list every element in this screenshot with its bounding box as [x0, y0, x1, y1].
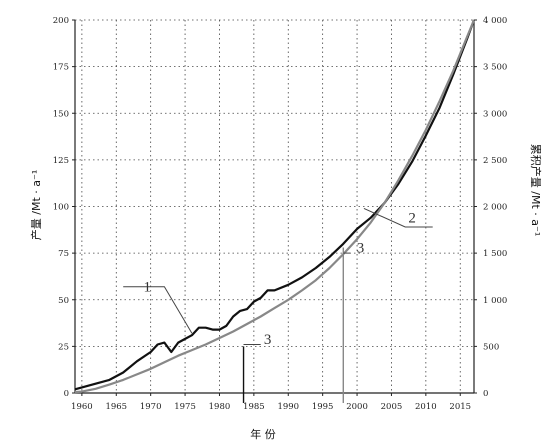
- y-tick-label-right: 4 000: [483, 16, 507, 26]
- annotation-leader: [363, 207, 433, 228]
- x-tick-label: 1980: [209, 402, 231, 412]
- y-axis-title-right: 累积产量 /Mt · a⁻¹: [529, 144, 543, 236]
- y-tick-label-right: 0: [483, 389, 488, 399]
- y-tick-labels-left: 0 25 50 75 100 125 150 175 200: [53, 16, 75, 399]
- y-tick-label-right: 1 000: [483, 296, 507, 306]
- y-tick-label-left: 100: [53, 203, 69, 213]
- x-tick-label: 1995: [312, 402, 334, 412]
- x-tick-label: 1975: [174, 402, 196, 412]
- y-tick-label-right: 2 000: [483, 203, 507, 213]
- y-tick-label-right: 500: [483, 342, 499, 352]
- x-axis-title: 年 份: [250, 427, 276, 441]
- y-tick-label-left: 175: [53, 63, 69, 73]
- annotation-label: 3: [357, 241, 365, 257]
- x-tick-label: 2015: [449, 402, 471, 412]
- y-tick-label-left: 50: [58, 296, 69, 306]
- x-tick-label: 2005: [381, 402, 403, 412]
- x-tick-label: 1960: [71, 402, 93, 412]
- y-tick-label-right: 2 500: [483, 156, 507, 166]
- y-tick-label-left: 0: [64, 389, 69, 399]
- annotation-label: 2: [408, 211, 416, 227]
- annotations: 1 2 3 3: [123, 207, 433, 348]
- x-tick-label: 1990: [277, 402, 299, 412]
- y-tick-label-left: 200: [53, 16, 69, 26]
- x-tick-label: 2000: [346, 402, 368, 412]
- y-tick-labels-right: 0 500 1 000 1 500 2 000 2 500 3 000 3 500 4 000: [474, 16, 507, 399]
- y-tick-label-left: 125: [53, 156, 69, 166]
- annotation-label: 1: [143, 280, 151, 296]
- x-tick-labels: 1960 1965 1970 1975 1980 1985 1990 1995 2000 2005…: [71, 393, 471, 412]
- gridlines: [75, 19, 474, 393]
- series-line-2: [74, 19, 476, 394]
- y-axis-title-left: 产量 /Mt · a⁻¹: [29, 170, 43, 240]
- series-line-1: [74, 19, 476, 391]
- series-layer: [74, 19, 476, 394]
- annotation-label: 3: [264, 332, 272, 348]
- y-tick-label-left: 75: [58, 249, 69, 259]
- y-tick-label-left: 25: [58, 342, 69, 352]
- y-tick-label-right: 3 000: [483, 109, 507, 119]
- x-tick-label: 1985: [243, 402, 265, 412]
- x-tick-label: 2010: [415, 402, 437, 412]
- annotation-leader: [123, 286, 193, 334]
- y-tick-label-left: 150: [53, 109, 69, 119]
- x-tick-label: 1970: [140, 402, 162, 412]
- x-tick-label: 1965: [105, 402, 127, 412]
- y-tick-label-right: 3 500: [483, 63, 507, 73]
- y-tick-label-right: 1 500: [483, 249, 507, 259]
- marker-layer: [242, 247, 344, 403]
